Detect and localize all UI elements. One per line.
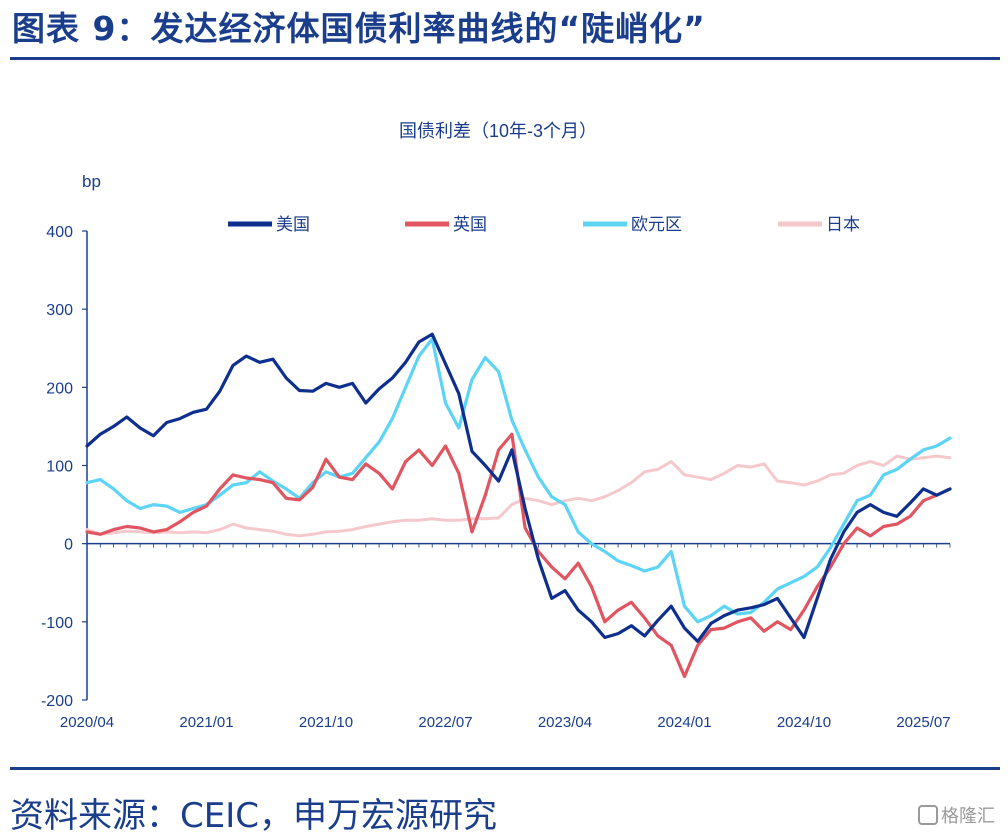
x-tick-label: 2025/07	[896, 714, 950, 731]
legend-label: 美国	[276, 215, 310, 234]
series-line	[85, 454, 952, 538]
legend-label: 欧元区	[631, 215, 682, 234]
y-axis-unit: bp	[82, 172, 101, 191]
source-note: 资料来源：CEIC，申万宏源研究	[10, 796, 497, 836]
figure-title: 图表 9：发达经济体国债利率曲线的“陡峭化”	[12, 9, 706, 48]
legend-label: 日本	[826, 215, 860, 234]
series-line	[85, 332, 952, 644]
x-tick-label: 2021/01	[179, 714, 233, 731]
axes: 400 300 200 100 0 -100 -200 2020/04 2021/01 2021/…	[41, 224, 951, 731]
legend-label: 英国	[453, 215, 487, 234]
y-tick-label: 200	[46, 380, 73, 397]
chart-title: 国债利差（10年-3个月）	[399, 121, 597, 141]
watermark-text: 格隆汇	[941, 806, 995, 827]
legend: 美国 英国 欧元区 日本	[228, 215, 860, 234]
x-tick-label: 2024/10	[777, 714, 831, 731]
spread-line-chart: 国债利差（10年-3个月） bp 400 300 200 100 0 -100 -200 20…	[41, 121, 952, 731]
series-line	[85, 337, 952, 624]
y-tick-label: 0	[64, 537, 73, 554]
x-tick-label: 2024/01	[657, 714, 711, 731]
y-tick-label: 300	[46, 302, 73, 319]
y-tick-label: -100	[41, 615, 73, 632]
y-tick-label: -200	[41, 693, 73, 710]
x-tick-label: 2021/10	[299, 714, 353, 731]
series-lines	[85, 332, 952, 679]
footer-rule	[10, 767, 1000, 770]
x-tick-label: 2022/07	[418, 714, 472, 731]
series-line	[85, 432, 952, 679]
x-tick-label: 2020/04	[60, 714, 114, 731]
x-tick-label: 2023/04	[538, 714, 592, 731]
y-tick-label: 100	[46, 459, 73, 476]
watermark: 格隆汇	[918, 802, 995, 828]
watermark-logo-icon	[918, 805, 938, 825]
title-rule	[10, 57, 1000, 60]
y-tick-label: 400	[46, 224, 73, 241]
